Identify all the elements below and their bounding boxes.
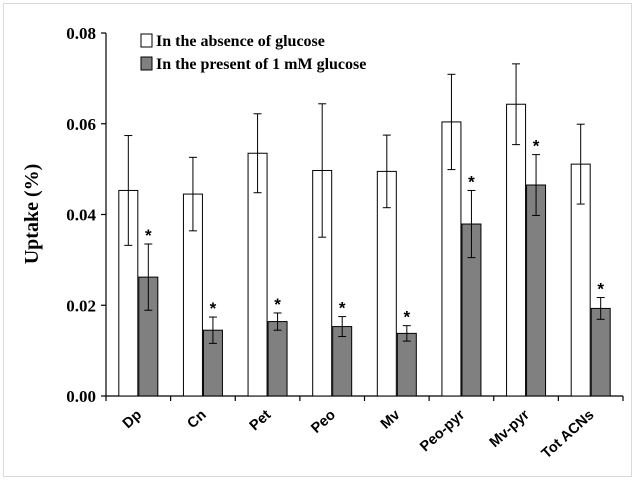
significance-marker: * bbox=[339, 299, 346, 318]
x-category-label: Tot ACNs bbox=[539, 407, 598, 462]
y-tick-label: 0.04 bbox=[66, 206, 96, 225]
x-category-label: Peo-pyr bbox=[417, 407, 468, 455]
significance-marker: * bbox=[468, 172, 475, 191]
legend-swatch bbox=[140, 33, 153, 48]
y-tick-label: 0.00 bbox=[66, 387, 96, 406]
bar-no-glucose bbox=[506, 103, 527, 397]
significance-marker: * bbox=[274, 295, 281, 314]
x-category-label: Mv bbox=[378, 407, 404, 432]
y-axis-label: Uptake (%) bbox=[21, 164, 43, 265]
legend-label: In the absence of glucose bbox=[156, 33, 325, 50]
x-category-label: Dp bbox=[120, 407, 145, 432]
significance-marker: * bbox=[597, 280, 604, 299]
bar-glucose bbox=[267, 321, 288, 397]
y-tick-label: 0.02 bbox=[66, 296, 96, 315]
bar-glucose bbox=[590, 307, 611, 397]
bars: * * * * * * * * bbox=[118, 63, 611, 397]
legend: In the absence of glucose In the present … bbox=[140, 33, 366, 73]
x-category-label: Mv-pyr bbox=[487, 407, 533, 451]
legend-swatch bbox=[140, 56, 153, 71]
chart-frame bbox=[3, 3, 632, 477]
y-tick-label: 0.08 bbox=[66, 24, 96, 43]
x-category-label: Pet bbox=[247, 407, 275, 434]
y-tick-label: 0.06 bbox=[66, 115, 96, 134]
bar-glucose bbox=[526, 184, 547, 397]
x-category-label: Peo bbox=[308, 407, 339, 437]
x-category-label: Cn bbox=[185, 407, 210, 432]
significance-marker: * bbox=[533, 137, 540, 156]
significance-marker: * bbox=[145, 226, 152, 245]
bar-glucose bbox=[396, 332, 417, 397]
legend-label: In the present of 1 mM glucose bbox=[156, 56, 366, 73]
significance-marker: * bbox=[210, 299, 217, 318]
significance-marker: * bbox=[404, 308, 411, 327]
